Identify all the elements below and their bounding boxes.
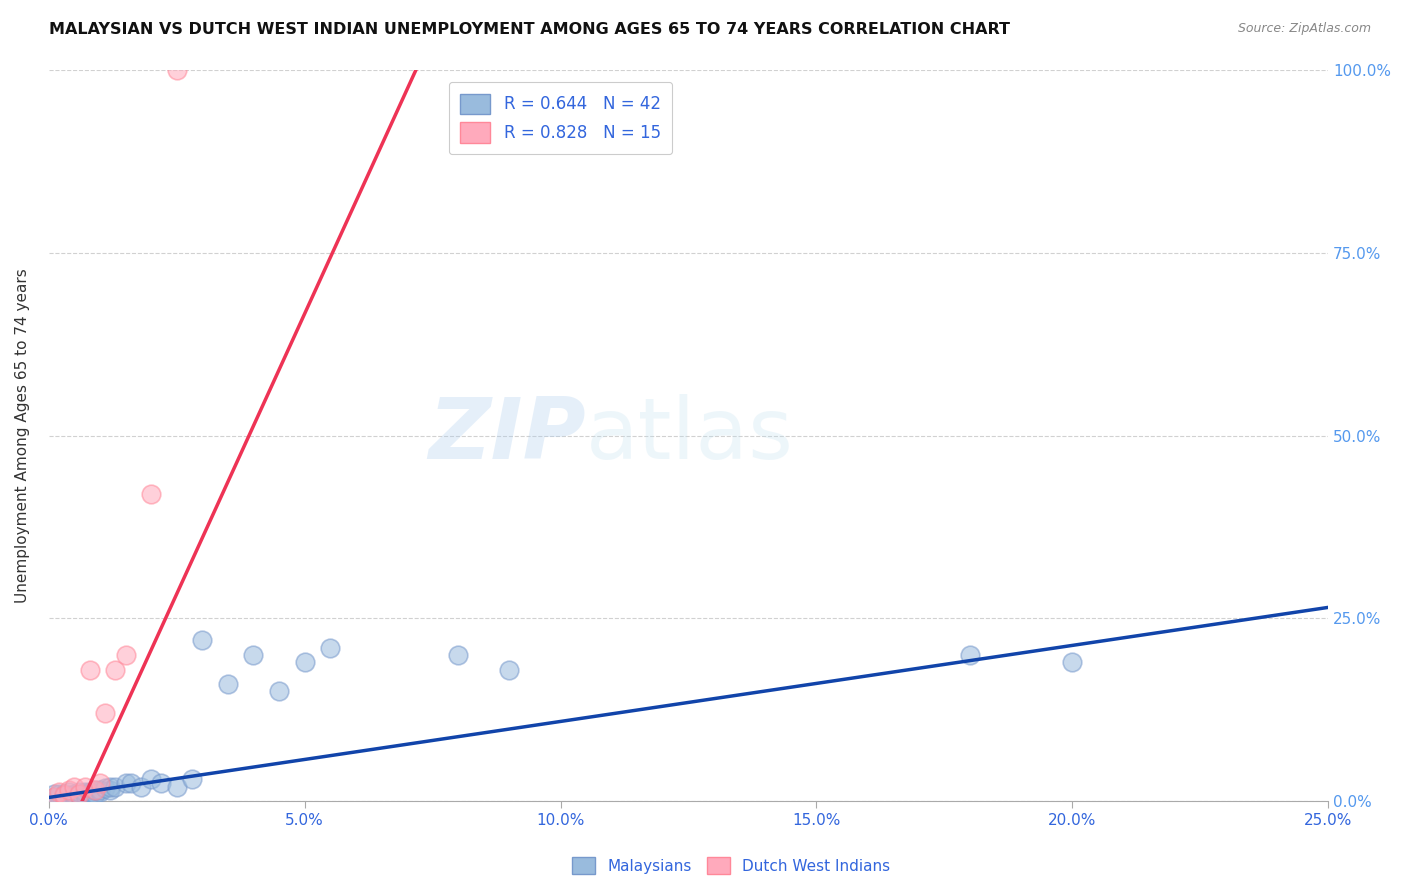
Point	[53, 790, 76, 805]
Point	[42, 790, 65, 805]
Point	[139, 772, 162, 787]
Point	[58, 789, 80, 803]
Point	[959, 648, 981, 662]
Point	[69, 789, 91, 803]
Point	[166, 63, 188, 78]
Point	[69, 787, 91, 801]
Point	[53, 789, 76, 803]
Point	[63, 780, 86, 794]
Point	[73, 780, 96, 794]
Point	[98, 780, 121, 794]
Point	[447, 648, 470, 662]
Legend: Malaysians, Dutch West Indians: Malaysians, Dutch West Indians	[567, 851, 896, 880]
Point	[166, 780, 188, 794]
Point	[139, 487, 162, 501]
Point	[79, 785, 101, 799]
Point	[63, 789, 86, 803]
Point	[79, 787, 101, 801]
Point	[242, 648, 264, 662]
Text: atlas: atlas	[586, 394, 794, 477]
Point	[181, 772, 204, 787]
Point	[58, 783, 80, 797]
Point	[191, 633, 214, 648]
Point	[58, 785, 80, 799]
Point	[69, 785, 91, 799]
Point	[98, 783, 121, 797]
Point	[83, 787, 105, 801]
Point	[114, 776, 136, 790]
Point	[73, 785, 96, 799]
Point	[104, 780, 127, 794]
Point	[79, 663, 101, 677]
Point	[267, 684, 290, 698]
Point	[319, 640, 342, 655]
Text: MALAYSIAN VS DUTCH WEST INDIAN UNEMPLOYMENT AMONG AGES 65 TO 74 YEARS CORRELATIO: MALAYSIAN VS DUTCH WEST INDIAN UNEMPLOYM…	[49, 22, 1010, 37]
Point	[53, 787, 76, 801]
Point	[1062, 655, 1084, 669]
Point	[104, 663, 127, 677]
Y-axis label: Unemployment Among Ages 65 to 74 years: Unemployment Among Ages 65 to 74 years	[15, 268, 30, 603]
Point	[48, 787, 70, 801]
Point	[83, 783, 105, 797]
Point	[83, 783, 105, 797]
Point	[89, 776, 111, 790]
Text: Source: ZipAtlas.com: Source: ZipAtlas.com	[1237, 22, 1371, 36]
Text: ZIP: ZIP	[429, 394, 586, 477]
Point	[294, 655, 316, 669]
Point	[114, 648, 136, 662]
Point	[42, 790, 65, 805]
Point	[129, 780, 152, 794]
Point	[42, 787, 65, 801]
Point	[63, 787, 86, 801]
Point	[150, 776, 173, 790]
Point	[120, 776, 142, 790]
Point	[94, 780, 117, 795]
Legend: R = 0.644   N = 42, R = 0.828   N = 15: R = 0.644 N = 42, R = 0.828 N = 15	[449, 82, 672, 154]
Point	[48, 785, 70, 799]
Point	[48, 790, 70, 805]
Point	[73, 789, 96, 803]
Point	[89, 783, 111, 797]
Point	[217, 677, 239, 691]
Point	[94, 706, 117, 721]
Point	[89, 785, 111, 799]
Point	[498, 663, 520, 677]
Point	[63, 790, 86, 805]
